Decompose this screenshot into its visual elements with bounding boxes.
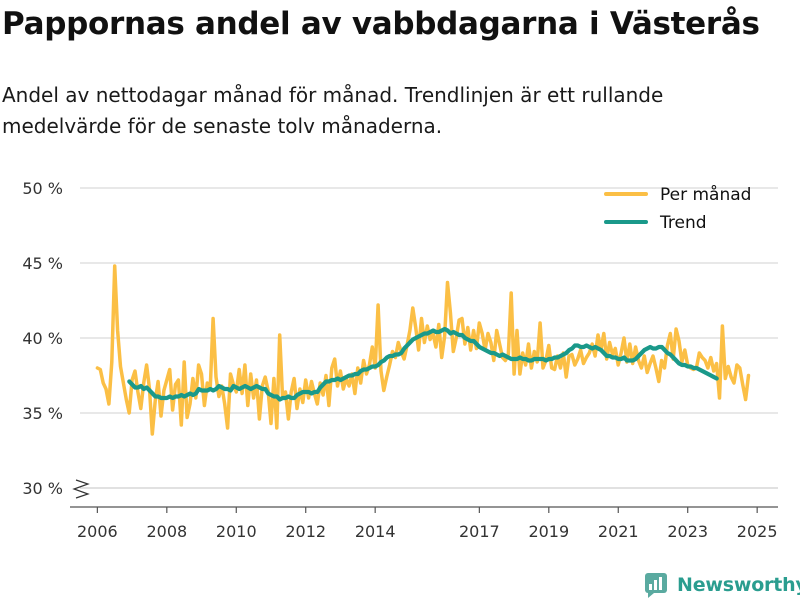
legend: Per månad Trend <box>604 184 751 233</box>
x-tick-label: 2006 <box>77 522 118 541</box>
brand-name: Newsworthy <box>677 574 800 596</box>
x-tick-label: 2021 <box>598 522 639 541</box>
x-tick-label: 2017 <box>459 522 500 541</box>
legend-label-trend: Trend <box>659 213 707 233</box>
chart-subtitle: Andel av nettodagar månad för månad. Tre… <box>2 83 664 138</box>
x-tick-label: 2025 <box>737 522 778 541</box>
newsworthy-logo-icon <box>645 573 667 598</box>
x-tick-label: 2014 <box>355 522 396 541</box>
x-tick-label: 2012 <box>285 522 326 541</box>
x-tick-label: 2008 <box>146 522 187 541</box>
legend-label-per-manad: Per månad <box>660 184 751 205</box>
y-tick-label: 35 % <box>22 404 63 423</box>
x-tick-label: 2019 <box>528 522 569 541</box>
chart-title: Pappornas andel av vabbdagarna i Västerå… <box>2 6 760 42</box>
x-tick-label: 2023 <box>667 522 708 541</box>
y-tick-label: 50 % <box>22 179 63 198</box>
series-layer <box>95 264 751 436</box>
y-axis-labels: 30 % 35 % 40 % 45 % 50 % <box>22 179 63 498</box>
newsworthy-brand: Newsworthy <box>644 570 800 600</box>
series-line-per-manad <box>95 264 751 436</box>
series-line-trend <box>127 326 719 402</box>
x-axis: 2006 2008 2010 2012 2014 2017 2019 2021 2023 2025 <box>70 506 778 541</box>
line-chart: 30 % 35 % 40 % 45 % 50 % 2006 2008 2010 2012 201… <box>22 179 778 541</box>
y-tick-label: 30 % <box>22 479 63 498</box>
x-tick-label: 2010 <box>216 522 257 541</box>
y-tick-label: 40 % <box>22 329 63 348</box>
y-tick-label: 45 % <box>22 254 63 273</box>
axis-break-icon <box>72 479 90 499</box>
